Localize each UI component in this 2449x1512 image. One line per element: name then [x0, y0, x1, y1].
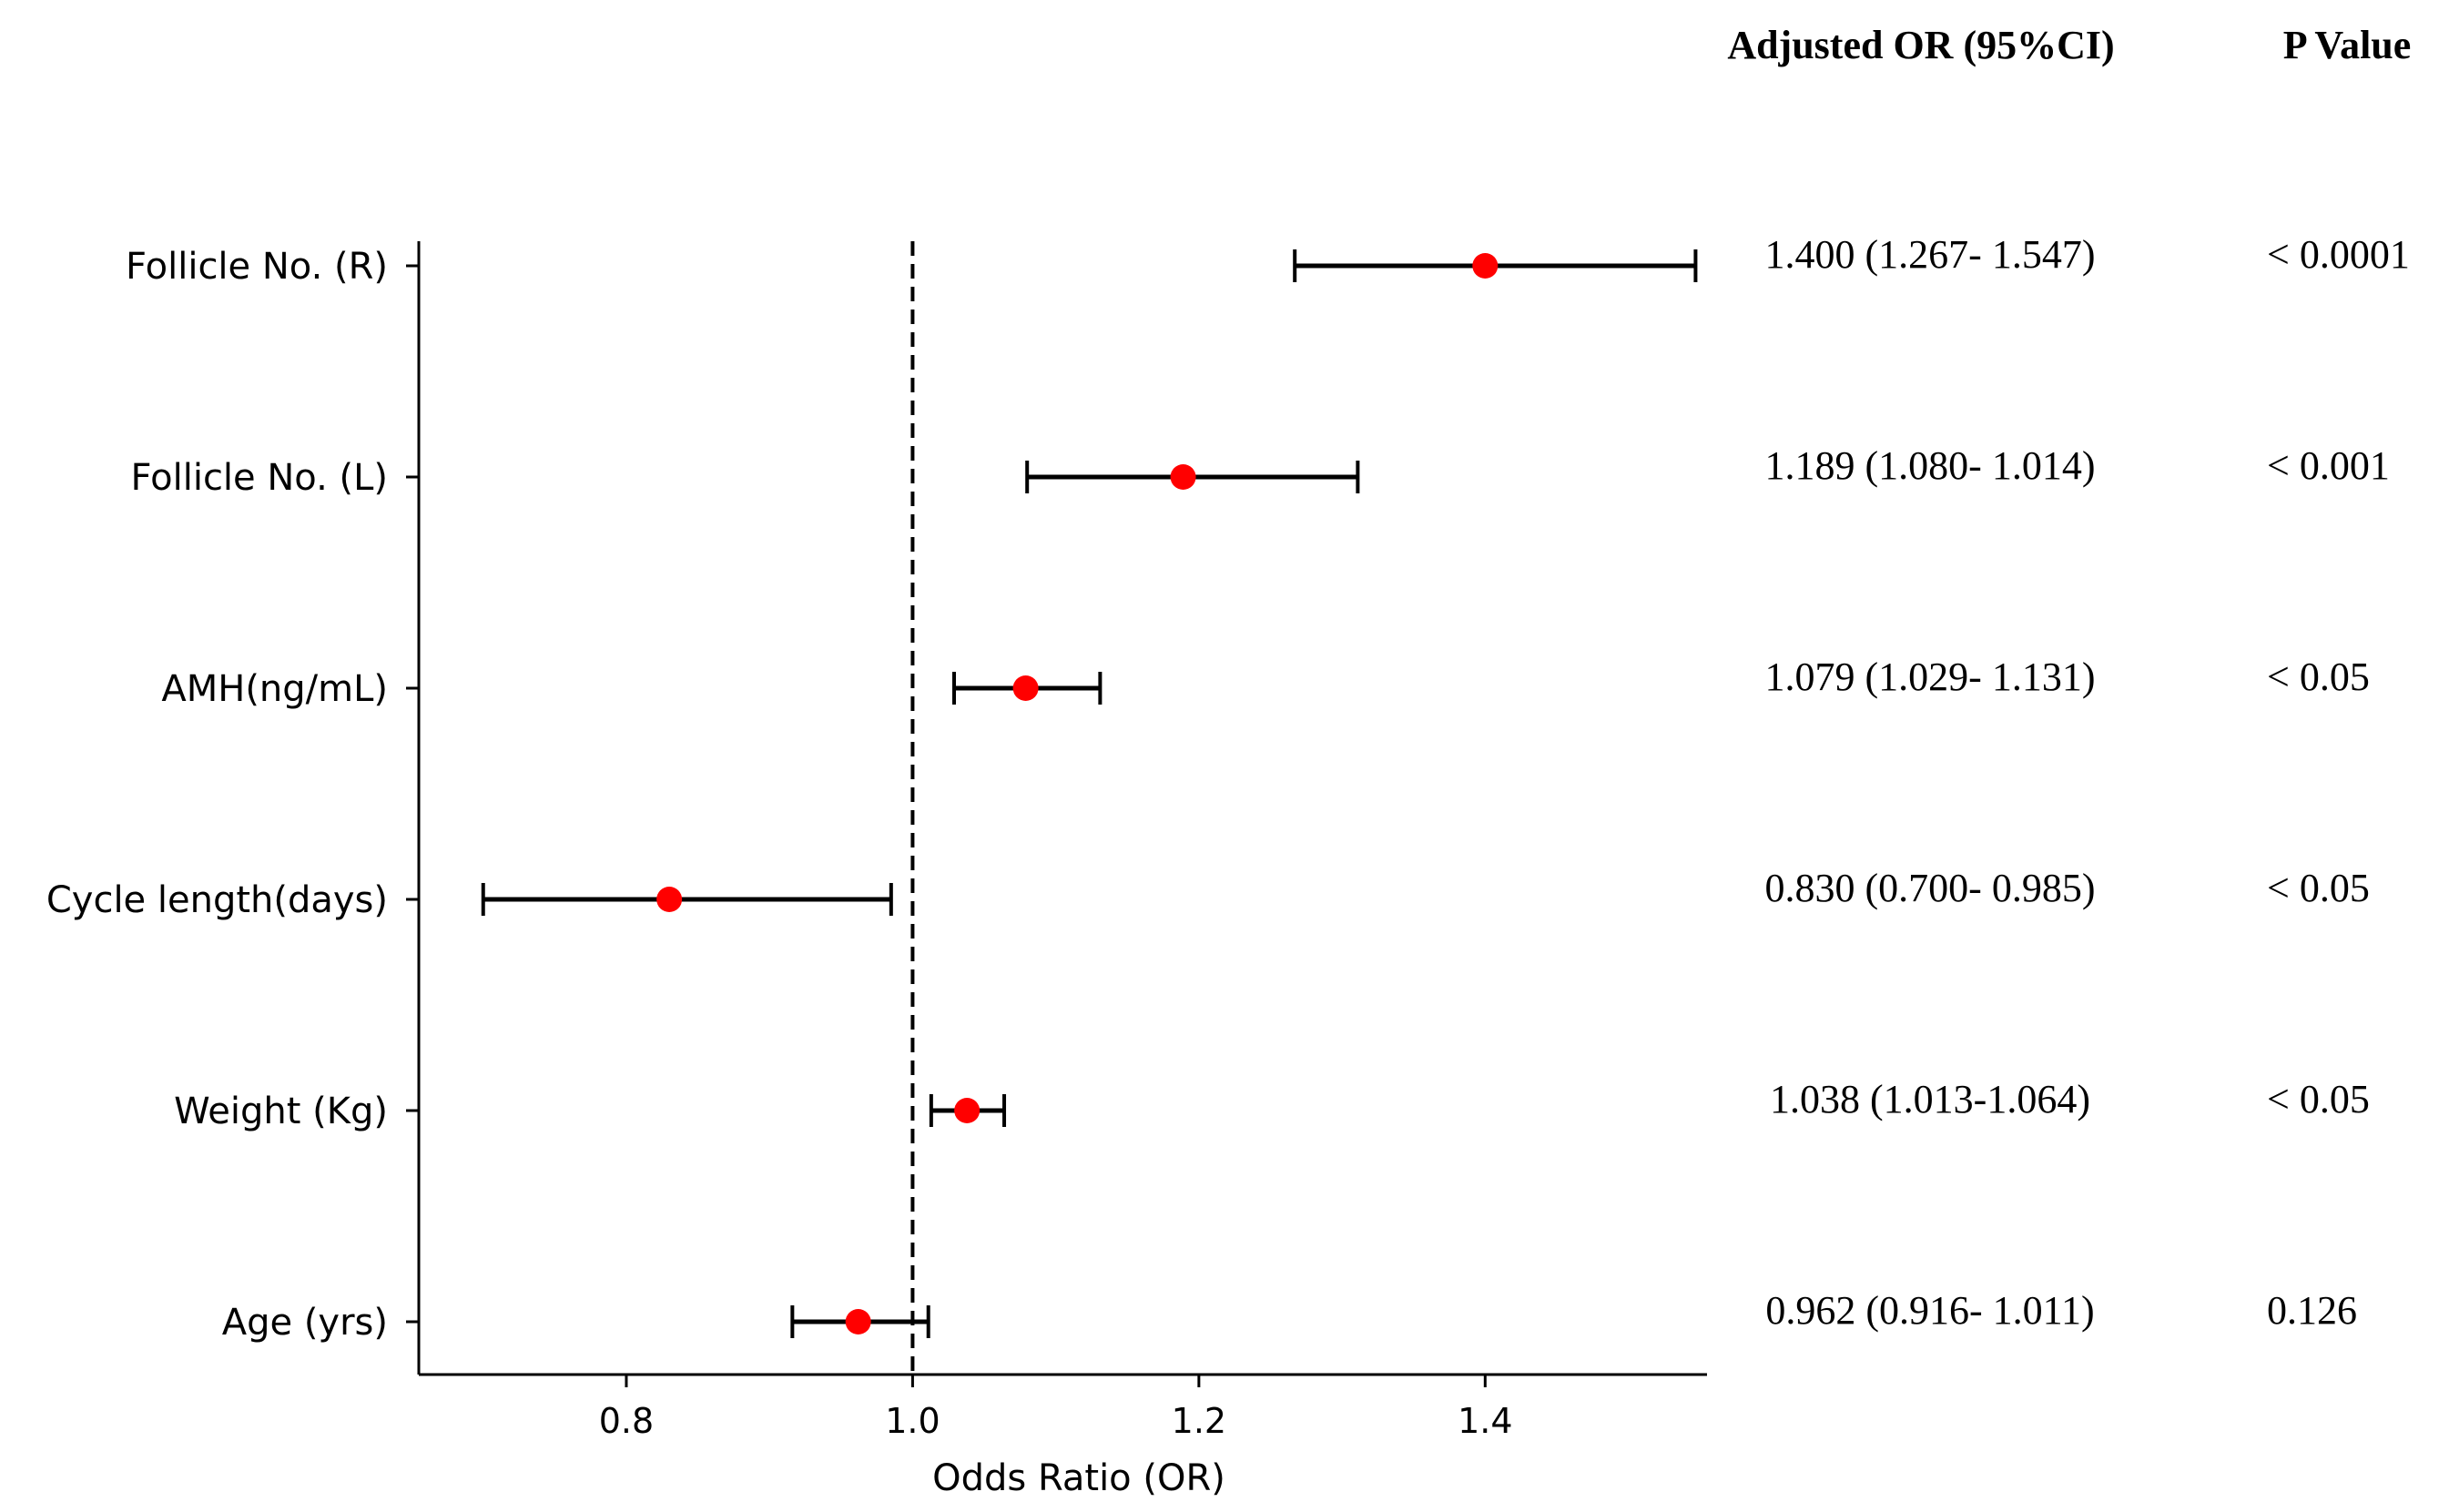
row-label: Weight (Kg): [174, 1091, 388, 1132]
row-label: Cycle length(days): [46, 879, 388, 921]
x-tick-label: 1.2: [1172, 1401, 1226, 1441]
or-point: [1012, 675, 1039, 701]
or-ci-text: 0.830 (0.700- 0.985): [1765, 866, 2096, 910]
or-point: [1472, 253, 1499, 279]
row-label: Age (yrs): [222, 1302, 388, 1344]
x-tick-label: 1.4: [1458, 1401, 1512, 1441]
p-value-text: < 0.05: [2267, 866, 2370, 910]
row-label: Follicle No. (R): [126, 246, 388, 288]
p-value-text: < 0.001: [2267, 443, 2390, 488]
p-value-text: < 0.05: [2267, 655, 2370, 699]
row-label: Follicle No. (L): [131, 457, 388, 499]
p-value-text: < 0.0001: [2267, 232, 2410, 277]
or-ci-text: 1.038 (1.013-1.064): [1770, 1077, 2090, 1121]
or-ci-text: 1.189 (1.080- 1.014): [1765, 443, 2096, 488]
or-ci-text: 0.962 (0.916- 1.011): [1765, 1288, 2094, 1333]
or-point: [656, 887, 683, 912]
p-value-text: 0.126: [2267, 1288, 2357, 1333]
header-p-value: P Value: [2283, 23, 2412, 67]
x-tick-label: 0.8: [599, 1401, 654, 1441]
or-ci-text: 1.400 (1.267- 1.547): [1765, 232, 2096, 277]
x-axis-label: Odds Ratio (OR): [932, 1457, 1225, 1499]
or-point: [845, 1309, 871, 1334]
plot-area: 0.8 1.0 1.2 1.4 Follicle No. (R) 1.400 (1.267…: [46, 232, 2410, 1441]
x-tick-label: 1.0: [885, 1401, 940, 1441]
row-label: AMH(ng/mL): [161, 668, 388, 710]
p-value-text: < 0.05: [2267, 1077, 2370, 1121]
or-point: [954, 1098, 981, 1123]
header-adjusted-or: Adjusted OR (95%CI): [1727, 23, 2114, 67]
or-ci-text: 1.079 (1.029- 1.131): [1765, 655, 2096, 699]
or-point: [1170, 464, 1196, 490]
